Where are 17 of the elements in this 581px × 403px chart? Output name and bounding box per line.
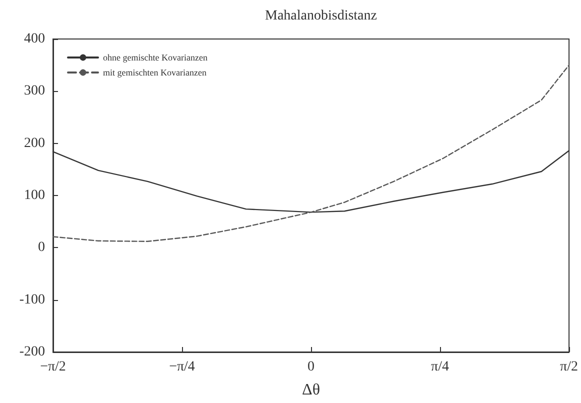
x-tick-label: −π/4 [169,360,195,374]
x-tick-label: π/4 [431,360,449,374]
legend-label: ohne gemischte Kovarianzen [103,52,208,62]
x-tick-label: π/2 [560,360,578,374]
chart-title: Mahalanobisdistanz [265,8,377,24]
y-tick-label: -100 [19,292,45,308]
y-tick-label: 0 [38,240,45,256]
y-tick-label: 200 [24,136,45,151]
x-tick-label: 0 [308,360,315,374]
x-tick-label: −π/2 [40,360,66,374]
x-axis-title: Δθ [302,382,320,398]
y-tick-label: 300 [24,84,45,99]
y-tick-label: 400 [24,32,45,46]
legend-label: mit gemischten Kovarianzen [103,68,207,78]
line-series [52,64,570,242]
y-tick-label: -200 [19,344,45,360]
y-tick-label: 100 [24,188,45,203]
